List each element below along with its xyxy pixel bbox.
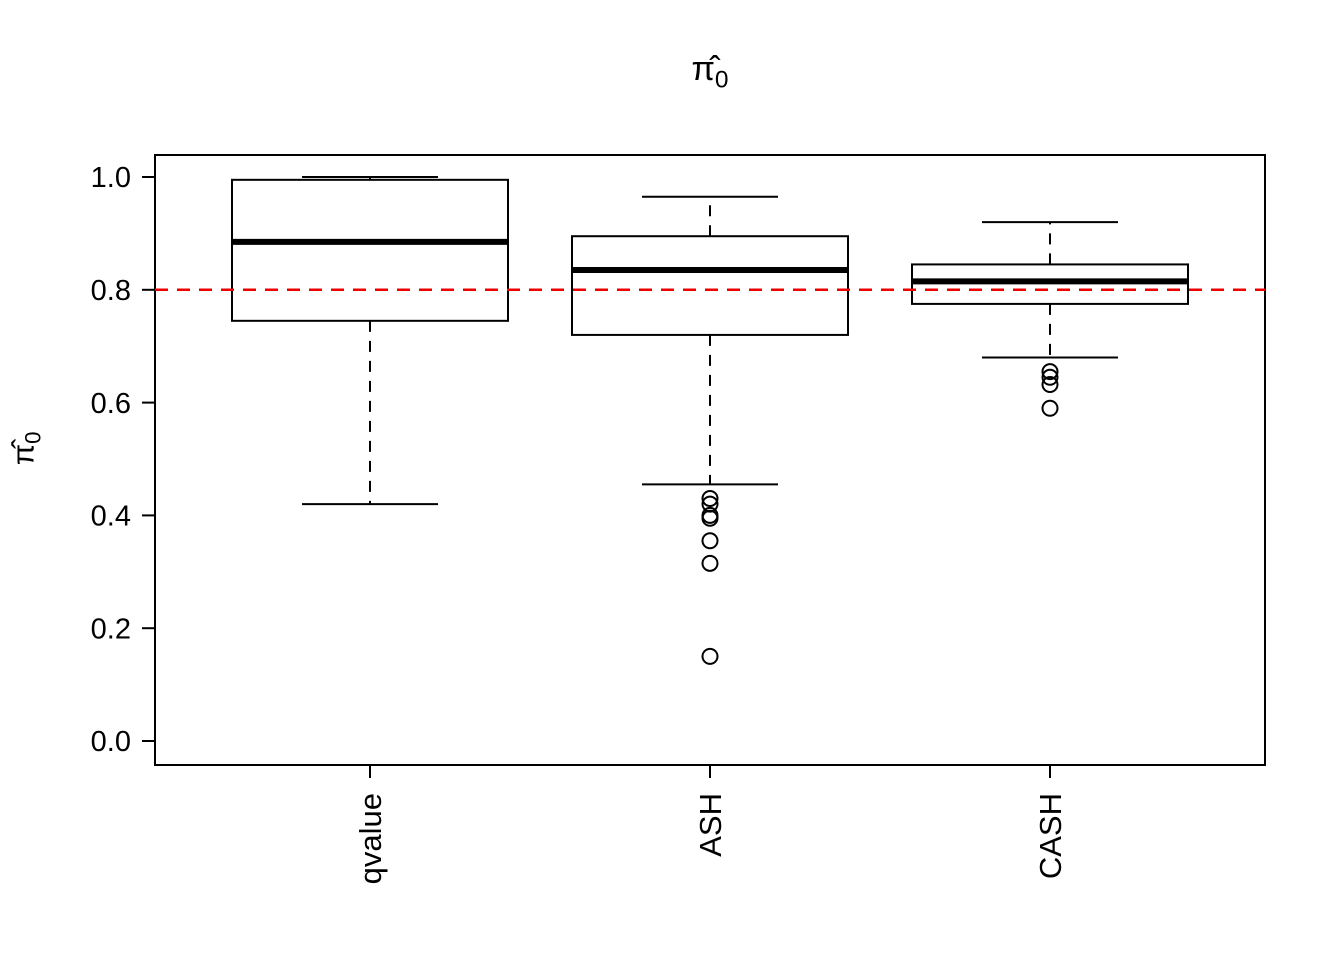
box-group-ash: ASH [571,195,849,857]
chart-title-subscript: 0 [714,66,729,94]
outlier-point [1041,363,1059,381]
outlier-point [701,489,719,507]
chart-title-symbol: π̂ [691,50,715,88]
y-tick-label: 0.0 [91,726,131,758]
y-tick-label: 0.2 [91,613,131,645]
y-axis-label-subscript: 0 [20,431,46,444]
chart-title: π̂0 [155,50,1265,94]
outlier-point [1041,376,1059,394]
outlier-point [701,532,719,550]
iqr-box [231,178,509,322]
y-tick-label: 0.8 [91,275,131,307]
x-category-label: qvalue [353,793,388,884]
outlier-point [1041,399,1059,417]
box-group-qvalue: qvalue [231,176,509,884]
box-group-cash: CASH [911,221,1189,879]
outlier-point [701,509,719,527]
outlier-point [701,647,719,665]
iqr-box [571,235,849,336]
y-tick-label: 1.0 [91,162,131,194]
x-category-label: CASH [1033,793,1068,879]
y-tick-label: 0.4 [91,501,131,533]
y-axis-label-symbol: π̂ [5,443,41,466]
y-tick-label: 0.6 [91,388,131,420]
y-axis-label: π̂0 [6,388,47,508]
outlier-point [701,554,719,572]
outlier-point [1041,368,1059,386]
x-category-label: ASH [693,793,728,857]
